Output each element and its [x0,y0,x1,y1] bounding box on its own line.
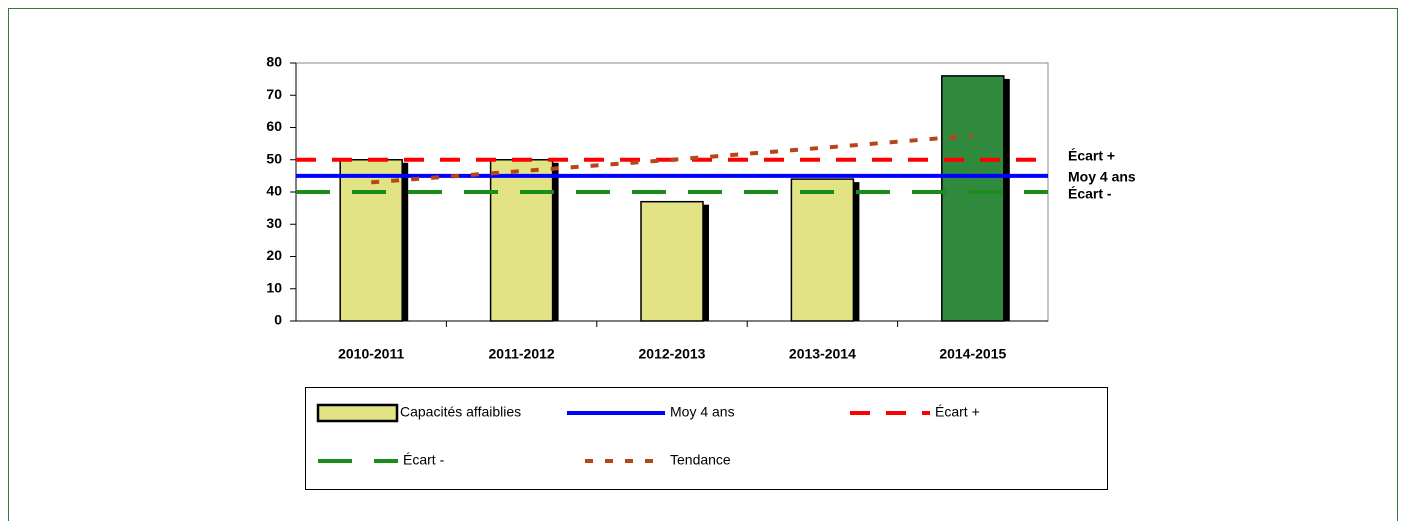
legend [305,387,1108,490]
legend-label: Capacités affaiblies [400,404,521,420]
y-tick-label: 80 [266,54,282,70]
legend-label: Moy 4 ans [670,404,735,420]
trend-line [371,133,973,185]
y-tick-label: 10 [266,279,282,295]
legend-label: Écart + [935,404,980,420]
y-tick-label: 40 [266,183,282,199]
line-label: Écart - [1068,186,1112,202]
y-tick-label: 30 [266,215,282,231]
y-tick-label: 0 [274,312,282,328]
x-tick-label: 2014-2015 [939,346,1006,362]
x-tick-label: 2013-2014 [789,346,856,362]
y-tick-label: 60 [266,118,282,134]
legend-label: Écart - [403,452,445,468]
bar [489,159,554,322]
bar [790,178,855,322]
x-tick-label: 2011-2012 [489,346,555,362]
frame [8,8,1398,521]
x-tick-label: 2012-2013 [639,346,706,362]
legend-swatch [316,403,399,423]
y-tick-label: 70 [266,86,282,102]
bar [941,75,1005,322]
x-tick-label: 2010-2011 [338,346,404,362]
line-label: Moy 4 ans [1068,169,1136,185]
y-tick-label: 50 [266,150,282,166]
legend-label: Tendance [670,452,731,468]
line-label: Écart + [1068,147,1115,163]
y-tick-label: 20 [266,247,282,263]
bar [640,200,704,322]
bar [339,159,403,322]
